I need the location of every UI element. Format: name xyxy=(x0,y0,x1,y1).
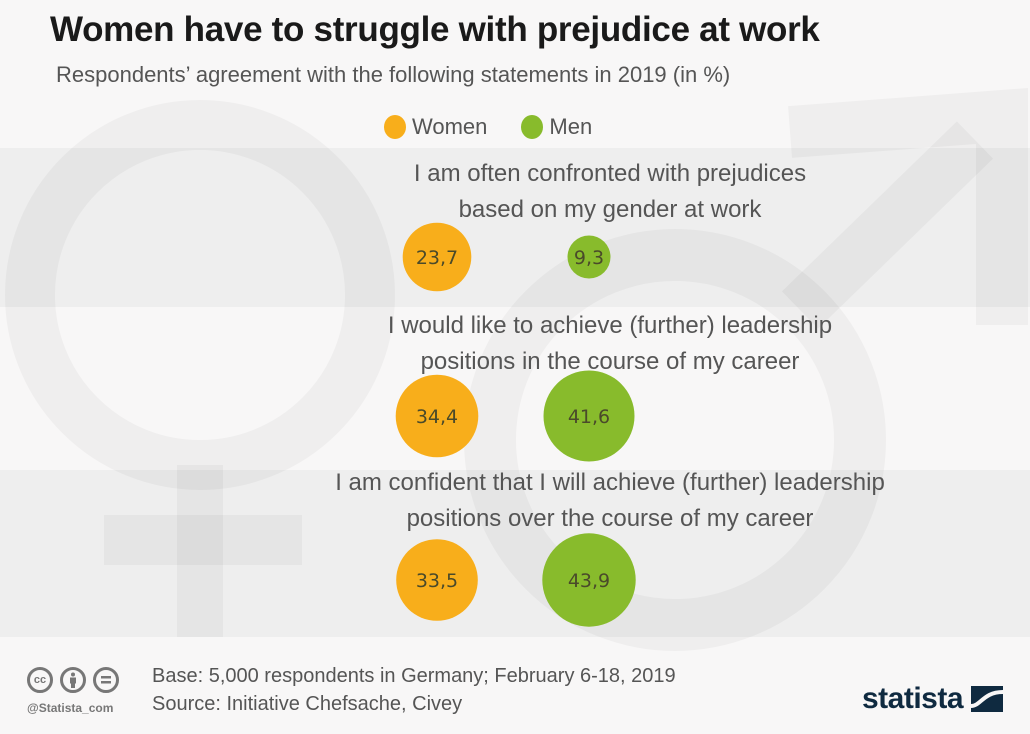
legend-item-women: Women xyxy=(384,114,487,140)
bubble-circle-men-2 xyxy=(543,370,635,462)
row-band-3 xyxy=(0,470,1030,637)
by-icon xyxy=(60,667,86,693)
chart-title: Women have to struggle with prejudice at… xyxy=(50,10,820,49)
statement-2-line-1: I would like to achieve (further) leader… xyxy=(387,312,833,339)
footer-base: Base: 5,000 respondents in Germany; Febr… xyxy=(152,665,676,687)
bubble-men-1: 9,3 xyxy=(567,235,611,279)
legend-label-men: Men xyxy=(549,114,593,139)
bubble-label-women-3: 33,5 xyxy=(416,570,458,592)
bubble-label-men-2: 41,6 xyxy=(568,406,610,428)
statement-2: I would like to achieve (further) leader… xyxy=(250,308,970,380)
statement-3-line-1: I am confident that I will achieve (furt… xyxy=(335,469,885,496)
bubble-label-women-1: 23,7 xyxy=(416,247,458,269)
row-band-1 xyxy=(0,148,1030,307)
bubble-women-2: 34,4 xyxy=(395,374,479,458)
bubble-circle-men-3 xyxy=(542,533,636,627)
cc-icon: cc xyxy=(27,667,53,693)
bubble-label-women-2: 34,4 xyxy=(416,406,458,428)
statista-handle[interactable]: @Statista_com xyxy=(27,701,114,715)
bubble-circle-women-2 xyxy=(395,374,479,458)
statement-3-line-2: positions over the course of my career xyxy=(406,505,814,532)
statement-1: I am often confronted with prejudices ba… xyxy=(250,156,970,228)
row-band-2 xyxy=(0,307,1030,470)
statement-1-line-2: based on my gender at work xyxy=(458,196,762,223)
footer-source: Source: Initiative Chefsache, Civey xyxy=(152,693,463,715)
nd-icon xyxy=(93,667,119,693)
license-icons: cc xyxy=(27,667,119,693)
bubble-label-men-1: 9,3 xyxy=(574,247,604,269)
bubble-men-2: 41,6 xyxy=(543,370,635,462)
legend-item-men: Men xyxy=(521,114,592,140)
bubble-women-1: 23,7 xyxy=(402,222,472,292)
statista-logo-icon xyxy=(971,686,1004,712)
statement-1-line-1: I am often confronted with prejudices xyxy=(413,160,807,187)
statista-logo-text: statista xyxy=(862,682,964,715)
bubble-circle-women-3 xyxy=(396,539,478,621)
legend-swatch-women xyxy=(384,115,406,139)
bubble-circle-men-1 xyxy=(567,235,611,279)
statement-2-line-2: positions in the course of my career xyxy=(420,348,800,375)
statement-3: I am confident that I will achieve (furt… xyxy=(250,465,970,537)
bubble-circle-women-1 xyxy=(402,222,472,292)
chart-subtitle: Respondents’ agreement with the followin… xyxy=(56,62,731,87)
bubble-label-men-3: 43,9 xyxy=(568,570,610,592)
legend-label-women: Women xyxy=(412,114,488,139)
footer-notes: Base: 5,000 respondents in Germany; Febr… xyxy=(152,662,676,718)
bubble-women-3: 33,5 xyxy=(396,539,478,621)
legend: Women Men xyxy=(384,114,626,140)
bubble-men-3: 43,9 xyxy=(542,533,636,627)
statista-logo[interactable]: statista xyxy=(862,682,1004,716)
legend-swatch-men xyxy=(521,115,544,139)
